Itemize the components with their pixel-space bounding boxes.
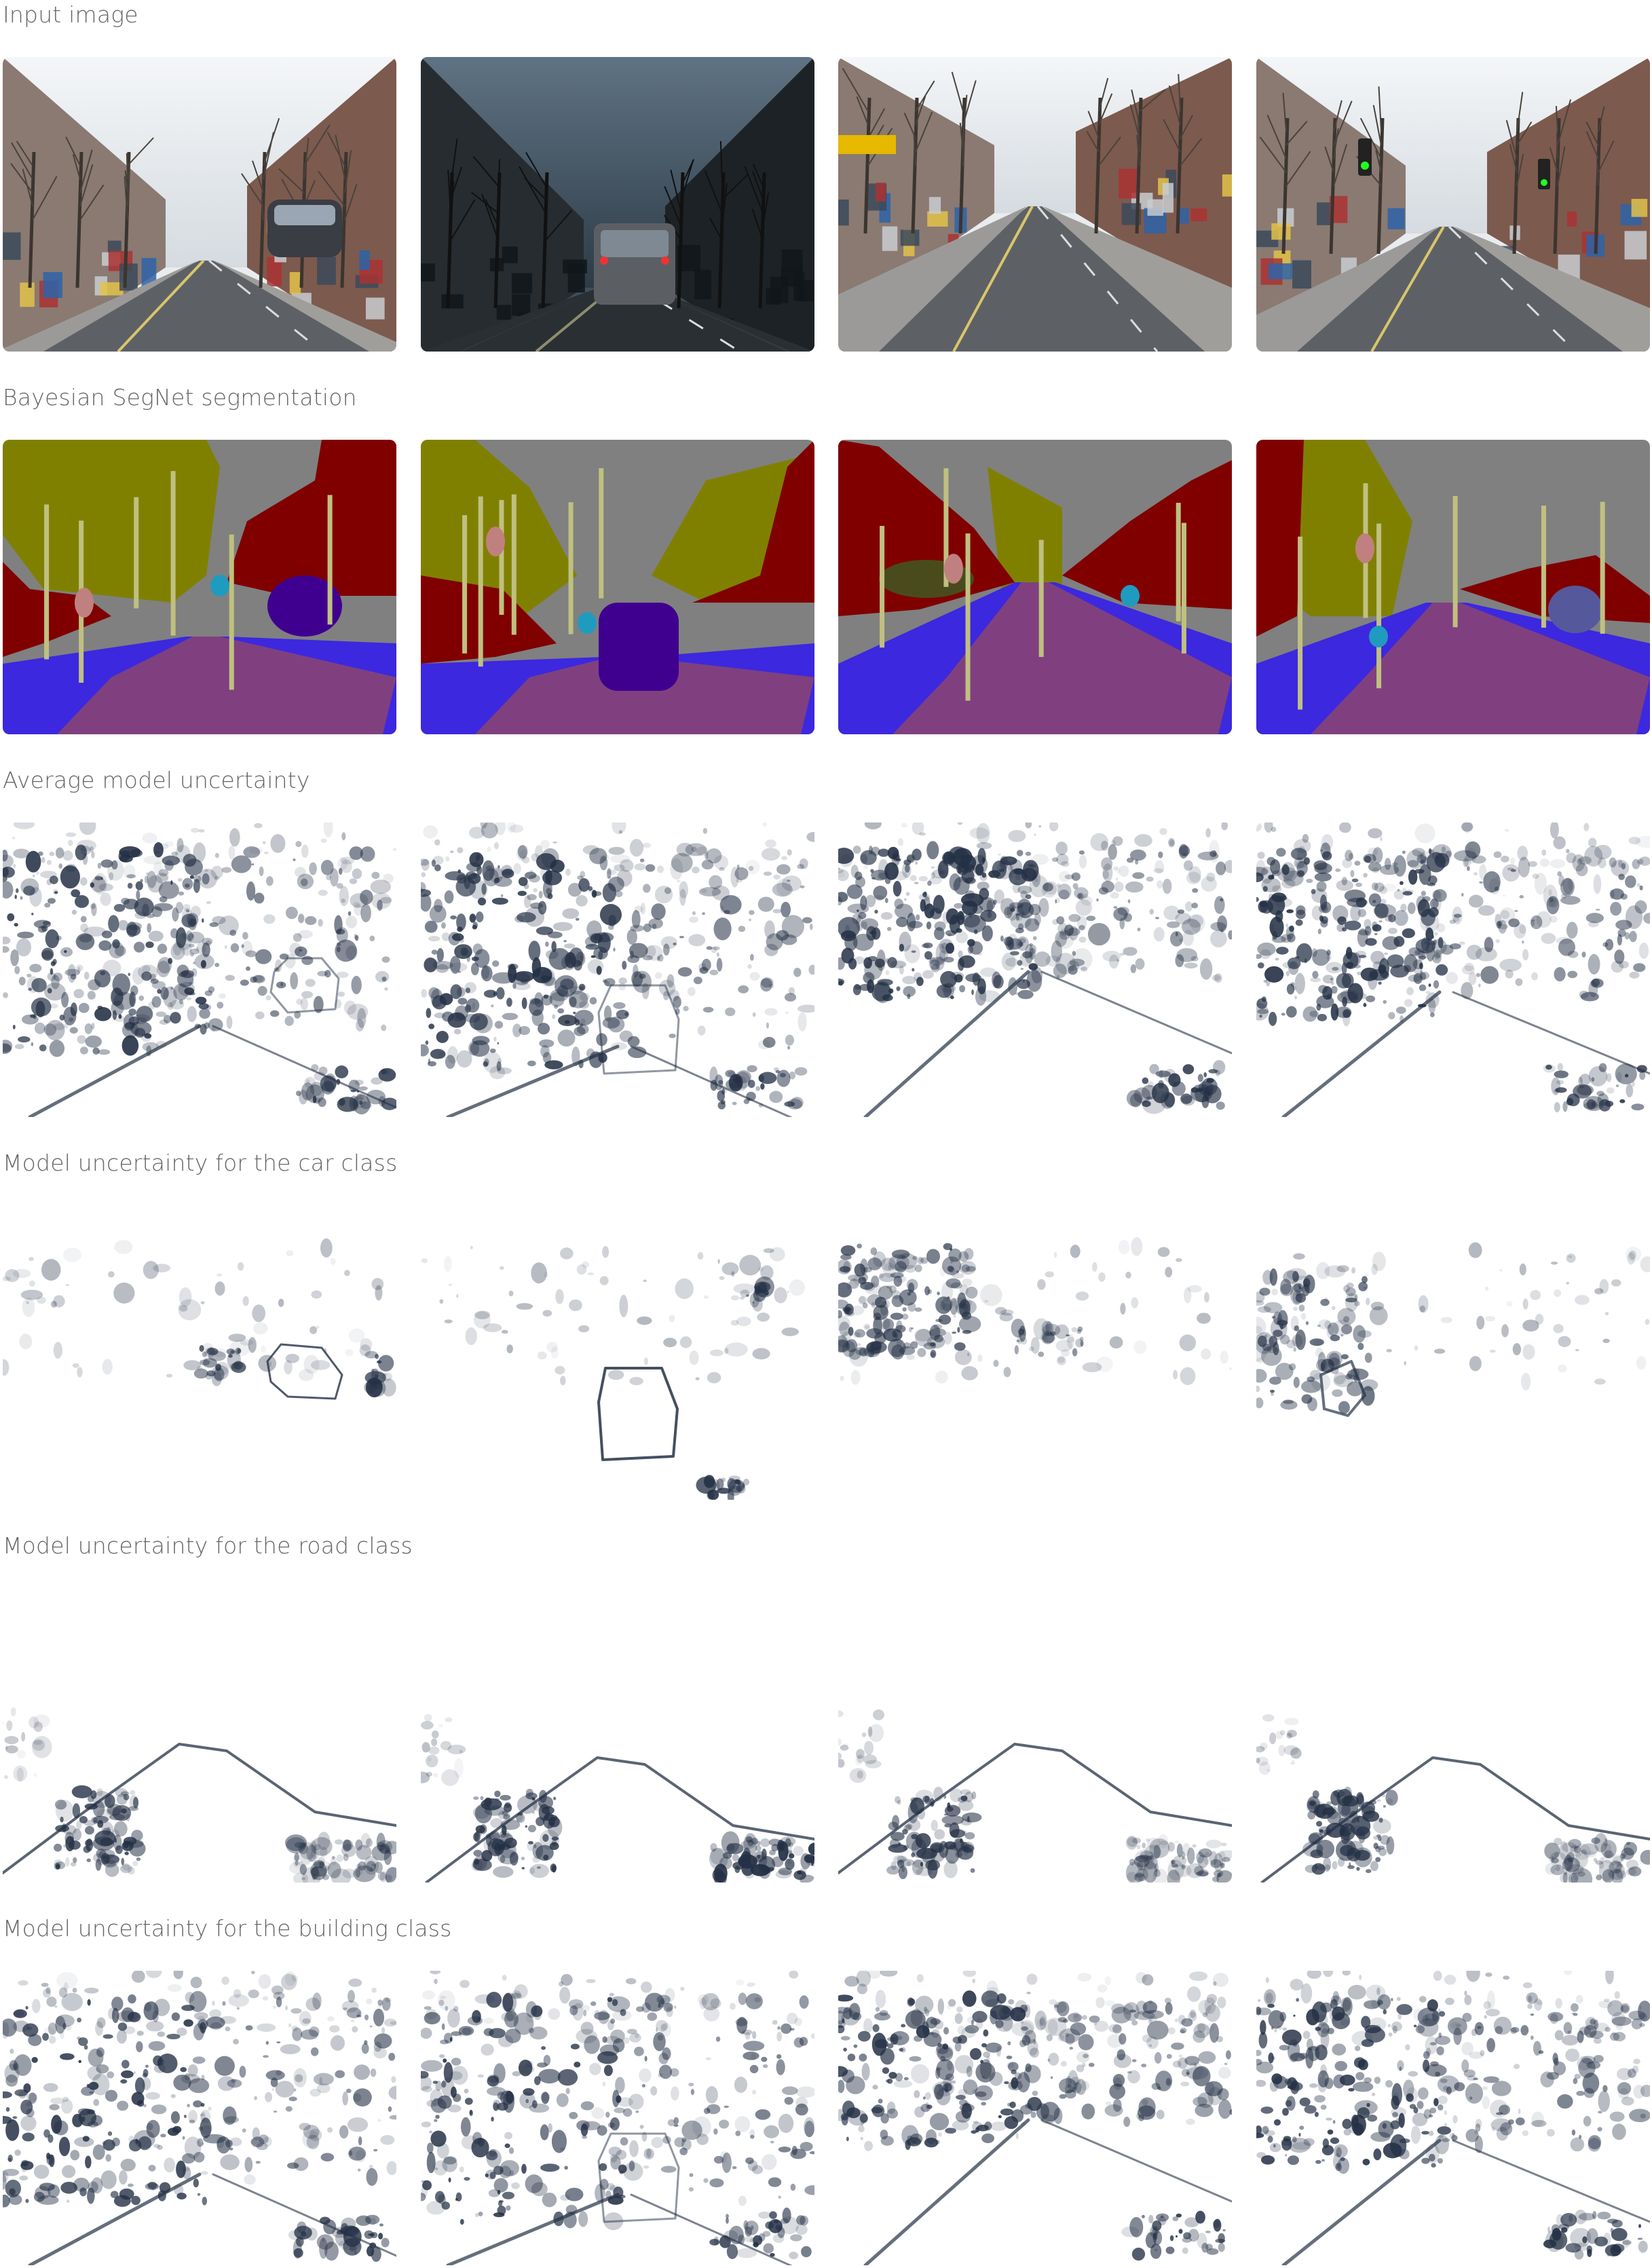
uncertainty-building-panel-2 <box>421 1971 814 2265</box>
row-label-photo: Input image <box>3 1 138 28</box>
uncertainty-average-panel-1 <box>3 823 396 1117</box>
row-label-uncertainty-average: Average model uncertainty <box>3 767 310 793</box>
row-label-uncertainty-road: Model uncertainty for the road class <box>3 1532 413 1559</box>
uncertainty-building-panel-3 <box>838 1971 1232 2265</box>
row-label-uncertainty-car: Model uncertainty for the car class <box>3 1150 398 1176</box>
segmentation-panel-1 <box>3 440 396 734</box>
photo-panel-4 <box>1256 57 1650 352</box>
row-label-uncertainty-building: Model uncertainty for the building class <box>3 1915 452 1942</box>
photo-panel-3 <box>838 57 1232 352</box>
uncertainty-car-panel-1 <box>3 1205 396 1500</box>
uncertainty-average-panel-3 <box>838 823 1232 1117</box>
uncertainty-road-panel-3 <box>838 1588 1232 1883</box>
row-label-segmentation: Bayesian SegNet segmentation <box>3 384 357 411</box>
uncertainty-building-panel-4 <box>1256 1971 1650 2265</box>
uncertainty-average-panel-2 <box>421 823 814 1117</box>
uncertainty-car-panel-4 <box>1256 1205 1650 1500</box>
uncertainty-road-panel-1 <box>3 1588 396 1883</box>
uncertainty-car-panel-3 <box>838 1205 1232 1500</box>
uncertainty-road-panel-4 <box>1256 1588 1650 1883</box>
segmentation-panel-4 <box>1256 440 1650 734</box>
uncertainty-average-panel-4 <box>1256 823 1650 1117</box>
uncertainty-road-panel-2 <box>421 1588 814 1883</box>
uncertainty-car-panel-2 <box>421 1205 814 1500</box>
photo-panel-1 <box>3 57 396 352</box>
uncertainty-building-panel-1 <box>3 1971 396 2265</box>
segmentation-panel-2 <box>421 440 814 734</box>
photo-panel-2 <box>421 57 814 352</box>
segmentation-panel-3 <box>838 440 1232 734</box>
